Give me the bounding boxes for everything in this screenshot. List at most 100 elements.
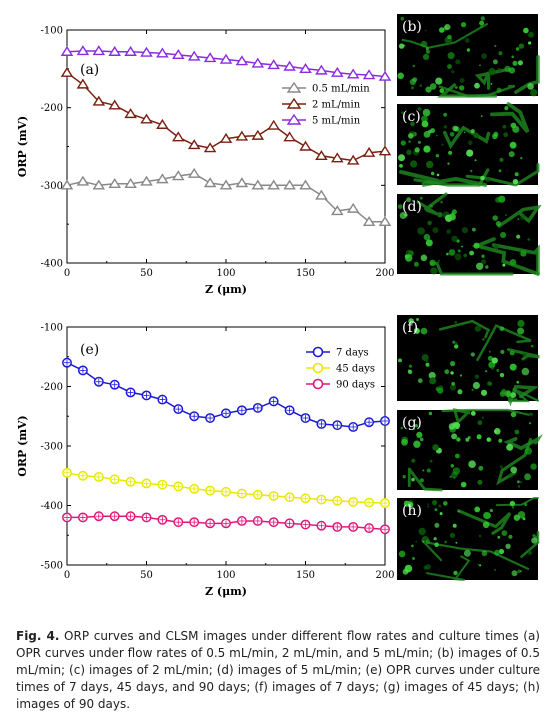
fluorescent-spot — [425, 239, 433, 247]
filament — [489, 102, 530, 134]
fluorescent-spot — [499, 372, 505, 378]
fluorescent-spot — [498, 438, 503, 443]
fluorescent-spot — [476, 262, 484, 270]
image-letter: (d) — [402, 199, 422, 215]
fluorescent-spot — [423, 233, 431, 241]
fluorescent-spot — [448, 423, 456, 430]
fluorescent-spot — [498, 169, 502, 173]
fluorescent-spot — [454, 320, 458, 324]
fluorescent-spot — [480, 115, 483, 117]
y-axis-label: ORP (mV) — [16, 116, 29, 177]
fluorescent-spot — [464, 38, 470, 43]
legend-label: 45 days — [336, 364, 375, 375]
fluorescent-spot — [423, 131, 431, 138]
fluorescent-spot — [430, 128, 436, 134]
fluorescent-spot — [459, 374, 462, 377]
fluorescent-spot — [485, 265, 489, 269]
fluorescent-spot — [448, 213, 456, 221]
image-letter: (f) — [402, 320, 418, 336]
y-tick-label: -100 — [41, 323, 63, 334]
filament — [476, 323, 532, 362]
fluorescent-spot — [479, 564, 482, 567]
fluorescent-spot — [403, 44, 406, 47]
fluorescent-spot — [528, 41, 532, 45]
filament — [506, 348, 540, 361]
fluorescent-spot — [431, 171, 435, 176]
fluorescent-spot — [517, 218, 520, 221]
fluorescent-spot — [508, 534, 513, 539]
filament — [492, 243, 540, 276]
fluorescent-spot — [427, 220, 432, 226]
data-point — [172, 131, 185, 142]
x-tick-label: 100 — [216, 268, 235, 279]
fluorescent-spot — [397, 204, 403, 210]
image-letter: (g) — [402, 415, 422, 431]
fluorescent-spot — [479, 20, 485, 26]
fluorescent-spot — [449, 475, 452, 478]
fluorescent-spot — [417, 227, 425, 235]
fluorescent-spot — [481, 259, 487, 265]
y-axis-label: ORP (mV) — [16, 415, 29, 476]
fluorescent-spot — [453, 476, 456, 479]
fluorescent-spot — [506, 443, 514, 451]
fluorescent-spot — [408, 133, 414, 139]
fluorescent-spot — [401, 111, 404, 115]
fluorescent-spot — [435, 134, 438, 137]
fluorescent-spot — [415, 540, 418, 543]
fluorescent-spot — [514, 172, 519, 177]
clsm-image: (d) — [397, 192, 542, 276]
fluorescent-spot — [451, 381, 456, 386]
fluorescent-spot — [482, 521, 490, 528]
caption-text: ORP curves and CLSM images under differe… — [16, 629, 540, 711]
fluorescent-spot — [432, 500, 438, 506]
fluorescent-spot — [426, 160, 434, 169]
data-point — [219, 179, 233, 190]
fluorescent-spot — [514, 429, 520, 435]
image-background — [397, 498, 538, 580]
data-point — [172, 170, 185, 181]
legend-label: 7 days — [336, 348, 369, 359]
fluorescent-spot — [413, 261, 419, 267]
legend-label: 0.5 mL/min — [312, 84, 370, 95]
filament — [503, 434, 544, 451]
fluorescent-spot — [517, 485, 521, 488]
clsm-image-column: (b) (c) (d) (f) (g) (h) — [397, 14, 544, 582]
fluorescent-spot — [504, 106, 509, 111]
fluorescent-spot — [517, 511, 526, 519]
data-point — [378, 216, 392, 227]
data-point — [187, 50, 201, 61]
data-point — [299, 63, 312, 74]
fluorescent-spot — [429, 259, 436, 266]
fluorescent-spot — [423, 565, 428, 570]
data-point — [283, 131, 296, 142]
fluorescent-spot — [455, 453, 460, 459]
data-point — [108, 99, 121, 110]
data-point — [76, 78, 90, 89]
fluorescent-spot — [500, 232, 507, 238]
fluorescent-spot — [508, 67, 516, 74]
data-point — [331, 66, 344, 77]
data-point — [378, 70, 392, 81]
fluorescent-spot — [419, 84, 423, 87]
fluorescent-spot — [408, 318, 414, 324]
fluorescent-spot — [434, 542, 439, 547]
data-point — [92, 45, 106, 56]
filament — [420, 540, 530, 570]
data-point — [156, 118, 169, 129]
fluorescent-spot — [455, 341, 458, 345]
fluorescent-spot — [422, 108, 431, 117]
fluorescent-spot — [510, 466, 518, 474]
fluorescent-spot — [502, 263, 506, 267]
fluorescent-spot — [465, 437, 470, 442]
fluorescent-spot — [516, 234, 521, 239]
fluorescent-spot — [490, 83, 493, 85]
fluorescent-spot — [439, 27, 445, 33]
legend-marker — [312, 378, 324, 390]
fluorescent-spot — [437, 259, 441, 263]
data-point — [108, 45, 121, 56]
fluorescent-spot — [480, 25, 483, 28]
data-point — [124, 177, 137, 188]
data-point — [267, 59, 280, 70]
fluorescent-spot — [494, 428, 501, 435]
fluorescent-spot — [399, 212, 407, 219]
